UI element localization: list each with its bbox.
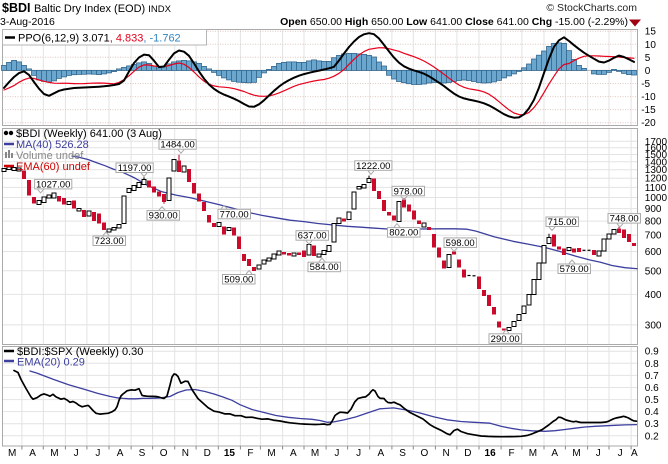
svg-text:F: F — [247, 448, 253, 459]
svg-text:1400: 1400 — [645, 157, 668, 168]
svg-text:0.7: 0.7 — [645, 371, 659, 382]
svg-text:-10: -10 — [641, 92, 656, 103]
svg-text:M: M — [50, 448, 58, 459]
svg-text:1500: 1500 — [645, 150, 668, 161]
svg-text:0.6: 0.6 — [645, 383, 659, 394]
svg-text:770.00: 770.00 — [220, 209, 249, 220]
svg-text:0.5: 0.5 — [645, 395, 659, 406]
svg-text:500: 500 — [645, 266, 662, 277]
svg-text:M: M — [311, 448, 319, 459]
svg-text:15: 15 — [224, 448, 236, 459]
svg-text:723.00: 723.00 — [95, 236, 124, 247]
svg-text:A: A — [377, 448, 384, 459]
svg-text:EMA(20) 0.29: EMA(20) 0.29 — [17, 357, 85, 369]
svg-text:800: 800 — [645, 217, 662, 228]
svg-text:900: 900 — [645, 204, 662, 215]
svg-text:© StockCharts.com: © StockCharts.com — [546, 2, 637, 14]
svg-text:M: M — [529, 448, 537, 459]
svg-text:0.2: 0.2 — [645, 431, 659, 442]
svg-text:930.00: 930.00 — [149, 211, 178, 222]
svg-text:N: N — [442, 448, 449, 459]
svg-text:1197.00: 1197.00 — [118, 163, 152, 174]
svg-text:O: O — [421, 448, 429, 459]
svg-text:637.00: 637.00 — [298, 231, 327, 242]
svg-text:0.9: 0.9 — [645, 347, 659, 358]
svg-text:978.00: 978.00 — [394, 186, 423, 197]
svg-text:M: M — [267, 448, 275, 459]
svg-text:A: A — [290, 448, 297, 459]
svg-text:700: 700 — [645, 231, 662, 242]
svg-text:J: J — [95, 448, 100, 459]
svg-text:A: A — [631, 448, 638, 459]
svg-text:1700: 1700 — [645, 137, 668, 148]
svg-text:584.00: 584.00 — [310, 262, 339, 273]
svg-text:15: 15 — [645, 27, 657, 38]
svg-text:1000: 1000 — [645, 193, 668, 204]
svg-text:579.00: 579.00 — [560, 264, 589, 275]
svg-text:$BDI (Weekly) 641.00 (3 Aug): $BDI (Weekly) 641.00 (3 Aug) — [16, 128, 162, 140]
svg-text:EMA(60) undef: EMA(60) undef — [16, 161, 91, 173]
svg-text:J: J — [74, 448, 79, 459]
svg-text:1100: 1100 — [645, 183, 667, 194]
svg-text:600: 600 — [645, 247, 662, 258]
svg-text:A: A — [29, 448, 36, 459]
svg-text:S: S — [139, 448, 146, 459]
svg-text:802.00: 802.00 — [389, 228, 418, 239]
svg-text:300: 300 — [645, 320, 662, 331]
svg-text:J: J — [334, 448, 339, 459]
svg-text:0.8: 0.8 — [645, 359, 659, 370]
svg-text:D: D — [464, 448, 471, 459]
svg-text:MA(40) 526.28: MA(40) 526.28 — [16, 139, 89, 151]
svg-text:A: A — [117, 448, 124, 459]
svg-text:Open 650.00 High 650.00 Low 64: Open 650.00 High 650.00 Low 641.00 Close… — [280, 16, 628, 28]
svg-text:10: 10 — [645, 40, 657, 51]
svg-text:J: J — [596, 448, 601, 459]
svg-text:-15: -15 — [641, 105, 656, 116]
svg-text:M: M — [8, 448, 16, 459]
svg-text:1027.00: 1027.00 — [36, 179, 70, 190]
svg-text:16: 16 — [485, 448, 497, 459]
svg-text:S: S — [399, 448, 406, 459]
svg-text:$BDI:$SPX (Weekly) 0.30: $BDI:$SPX (Weekly) 0.30 — [17, 346, 143, 358]
svg-text:1300: 1300 — [645, 165, 668, 176]
svg-text:5: 5 — [645, 53, 651, 64]
svg-text:$BDI Baltic Dry Index (EOD) IN: $BDI Baltic Dry Index (EOD) INDX — [2, 1, 172, 15]
svg-text:400: 400 — [645, 290, 662, 301]
svg-text:N: N — [182, 448, 189, 459]
svg-text:O: O — [160, 448, 168, 459]
svg-text:0: 0 — [645, 66, 651, 77]
svg-text:1222.00: 1222.00 — [356, 161, 390, 172]
svg-text:290.00: 290.00 — [491, 334, 520, 345]
svg-text:0.4: 0.4 — [645, 407, 659, 418]
svg-text:D: D — [204, 448, 211, 459]
svg-text:1600: 1600 — [645, 143, 668, 154]
svg-text:3-Aug-2016: 3-Aug-2016 — [0, 16, 55, 28]
svg-text:PPO(6,12,9) 3.071, 4.833, -1.7: PPO(6,12,9) 3.071, 4.833, -1.762 — [18, 33, 181, 45]
svg-text:748.00: 748.00 — [610, 214, 639, 225]
svg-text:A: A — [551, 448, 558, 459]
svg-text:-5: -5 — [641, 79, 650, 90]
svg-text:M: M — [572, 448, 580, 459]
svg-text:J: J — [618, 448, 623, 459]
svg-text:509.00: 509.00 — [224, 275, 253, 286]
svg-text:F: F — [508, 448, 514, 459]
svg-text:715.00: 715.00 — [548, 217, 577, 228]
svg-text:1200: 1200 — [645, 174, 668, 185]
svg-text:1484.00: 1484.00 — [160, 140, 194, 151]
svg-text:0.3: 0.3 — [645, 419, 659, 430]
svg-text:598.00: 598.00 — [446, 238, 475, 249]
svg-text:-20: -20 — [641, 118, 656, 129]
svg-text:Volume undef: Volume undef — [16, 150, 84, 162]
svg-text:J: J — [356, 448, 361, 459]
